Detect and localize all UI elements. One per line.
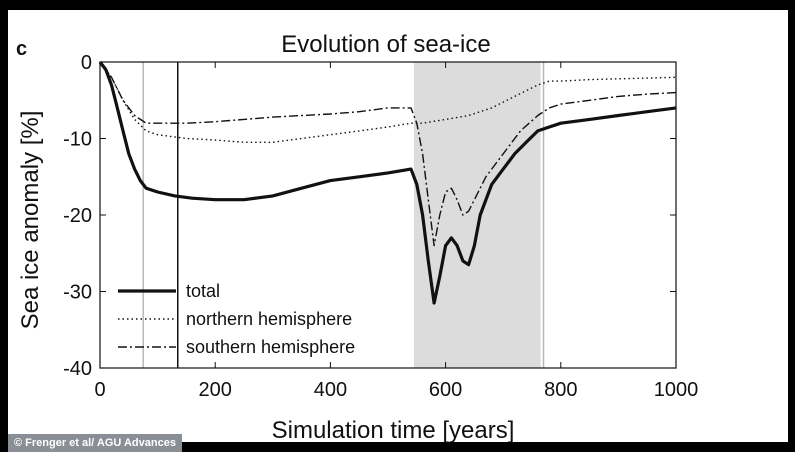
x-axis-label: Simulation time [years] xyxy=(272,417,515,442)
y-tick-label--40: -40 xyxy=(63,358,92,380)
y-tick-label--30: -30 xyxy=(63,282,92,304)
y-axis-label: Sea ice anomaly [%] xyxy=(17,111,44,330)
panel-label: c xyxy=(16,38,27,60)
y-tick-label-0: 0 xyxy=(81,52,92,74)
chart-title: Evolution of sea-ice xyxy=(281,31,490,58)
legend-label-total: total xyxy=(186,281,220,301)
legend-label-southern-hemisphere: southern hemisphere xyxy=(186,337,355,357)
x-tick-label-1000: 1000 xyxy=(654,379,699,401)
series-line-northern-hemisphere xyxy=(99,61,677,143)
series-line-southern-hemisphere xyxy=(99,61,677,247)
sea-ice-chart: c Evolution of sea-ice 0 200 400 600 800 1000… xyxy=(16,31,699,444)
x-tick-label-200: 200 xyxy=(199,379,232,401)
shaded-region xyxy=(413,62,541,368)
image-credit: © Frenger et al/ AGU Advances xyxy=(8,434,182,452)
legend-label-northern-hemisphere: northern hemisphere xyxy=(186,309,352,329)
x-tick-label-600: 600 xyxy=(429,379,462,401)
figure-panel: c Evolution of sea-ice 0 200 400 600 800 1000… xyxy=(8,10,788,452)
x-tick-label-0: 0 xyxy=(94,379,105,401)
y-tick-label--10: -10 xyxy=(63,129,92,151)
x-tick-label-400: 400 xyxy=(314,379,347,401)
series-line-total xyxy=(98,61,677,305)
y-tick-label--20: -20 xyxy=(63,205,92,227)
x-tick-label-800: 800 xyxy=(544,379,577,401)
